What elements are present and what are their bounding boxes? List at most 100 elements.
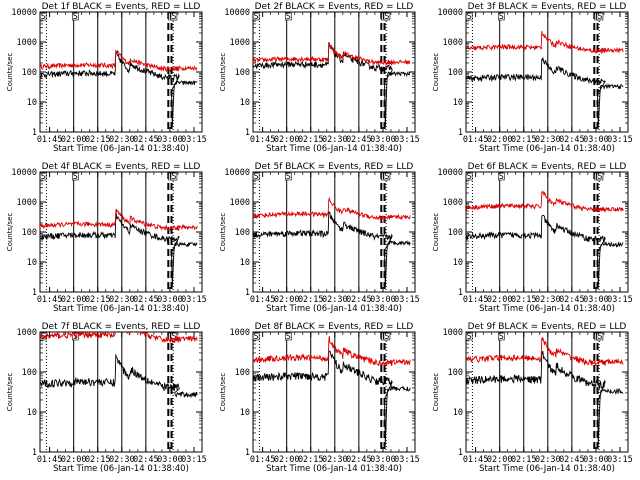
lld-series-line [253, 196, 411, 222]
x-tick-label: 03:15 [394, 135, 420, 145]
x-tick-label: 02:00 [274, 135, 300, 145]
panel-title: Det 8f BLACK = Events, RED = LLD [255, 322, 414, 332]
x-tick-label: 02:30 [322, 295, 348, 305]
segment-box-label: S [254, 332, 259, 342]
events-series-line [40, 50, 198, 127]
y-tick-label: 10 [453, 258, 463, 268]
y-tick-label: 1 [32, 448, 37, 458]
panel-5: Det 5f BLACK = Events, RED = LLD 1 10 100 10… [219, 162, 420, 314]
segment-box [497, 12, 505, 21]
lld-series-line [466, 337, 624, 367]
segment-box-label: S [467, 12, 472, 22]
y-axis-label: Counts/sec [432, 373, 440, 412]
plot-frame [465, 11, 629, 133]
segment-box-label: S [384, 332, 389, 342]
segment-box [383, 172, 391, 181]
x-tick-label: 03:15 [181, 455, 207, 465]
events-series-line [253, 350, 411, 446]
panel-1: Det 1f BLACK = Events, RED = LLD 1 10 100 10… [6, 2, 207, 154]
y-tick-label: 10 [453, 408, 463, 418]
segment-box [497, 172, 505, 181]
x-tick-label: 02:15 [511, 295, 537, 305]
events-series-line [253, 210, 411, 287]
segment-box [497, 332, 505, 341]
y-tick-label: 10000 [11, 168, 37, 178]
panel-2: Det 2f BLACK = Events, RED = LLD 1 10 100 10… [219, 2, 420, 154]
x-tick-label: 02:00 [61, 295, 87, 305]
segment-box-label: S [499, 172, 504, 182]
x-tick-label: 01:45 [463, 135, 489, 145]
x-tick-label: 02:45 [133, 135, 159, 145]
y-tick-label: 1000 [17, 38, 37, 48]
x-tick-label: 01:45 [37, 455, 63, 465]
y-tick-label: 100 [448, 368, 463, 378]
y-tick-label: 100 [448, 68, 463, 78]
segment-box [252, 12, 260, 21]
x-tick-label: 02:00 [61, 455, 87, 465]
x-tick-label: 02:15 [85, 455, 111, 465]
x-tick-label: 01:45 [463, 455, 489, 465]
x-tick-label: 02:15 [298, 295, 324, 305]
y-tick-label: 100 [448, 228, 463, 238]
x-axis-label: Start Time (06-Jan-14 01:38:40) [53, 144, 189, 154]
panel-title: Det 9f BLACK = Events, RED = LLD [468, 322, 627, 332]
events-series-line [466, 56, 624, 127]
segment-box-label: S [286, 172, 291, 182]
segment-box [170, 12, 178, 21]
segment-box [39, 12, 47, 21]
x-tick-label: 03:15 [394, 455, 420, 465]
x-tick-label: 01:45 [250, 295, 276, 305]
segment-box-label: S [73, 172, 78, 182]
segment-box [170, 172, 178, 181]
y-tick-label: 1 [458, 448, 463, 458]
panel-4: Det 4f BLACK = Events, RED = LLD 1 10 100 10… [6, 162, 207, 314]
segment-box-label: S [41, 12, 46, 22]
segment-box-label: S [171, 332, 176, 342]
x-tick-label: 03:00 [157, 455, 183, 465]
x-tick-label: 02:45 [559, 455, 585, 465]
x-tick-label: 02:15 [85, 295, 111, 305]
segment-box-label: S [286, 332, 291, 342]
y-tick-label: 100 [235, 68, 250, 78]
segment-box-label: S [73, 12, 78, 22]
panel-title: Det 5f BLACK = Events, RED = LLD [255, 162, 414, 172]
y-tick-label: 1 [245, 288, 250, 298]
y-tick-label: 1 [458, 288, 463, 298]
segment-box [596, 12, 604, 21]
panel-3: Det 3f BLACK = Events, RED = LLD 1 10 100 10… [432, 2, 633, 154]
x-tick-label: 01:45 [250, 135, 276, 145]
y-axis-label: Counts/sec [219, 373, 227, 412]
plot-frame [252, 171, 416, 293]
segment-box-label: S [384, 12, 389, 22]
y-axis-label: Counts/sec [6, 213, 14, 252]
panel-6: Det 6f BLACK = Events, RED = LLD 1 10 100 10… [432, 162, 633, 314]
x-tick-label: 02:45 [346, 295, 372, 305]
events-series-line [40, 354, 198, 399]
plot-frame [252, 331, 416, 453]
y-tick-label: 10 [240, 408, 250, 418]
plot-frame [465, 331, 629, 453]
y-axis-label: Counts/sec [219, 53, 227, 92]
segment-box [465, 332, 473, 341]
segment-box-label: S [499, 12, 504, 22]
y-tick-label: 1 [245, 128, 250, 138]
segment-box-label: S [254, 172, 259, 182]
x-axis-label: Start Time (06-Jan-14 01:38:40) [479, 144, 615, 154]
panel-title: Det 1f BLACK = Events, RED = LLD [42, 2, 201, 12]
y-tick-label: 100 [235, 228, 250, 238]
x-tick-label: 03:15 [607, 135, 633, 145]
panel-title: Det 7f BLACK = Events, RED = LLD [42, 322, 201, 332]
lld-series-line [253, 43, 411, 67]
x-tick-label: 02:30 [322, 135, 348, 145]
y-tick-label: 100 [22, 68, 37, 78]
x-axis-label: Start Time (06-Jan-14 01:38:40) [266, 464, 402, 474]
x-tick-label: 02:30 [535, 455, 561, 465]
x-tick-label: 03:00 [370, 455, 396, 465]
lld-series-line [466, 190, 624, 213]
x-tick-label: 02:30 [109, 295, 135, 305]
x-axis-label: Start Time (06-Jan-14 01:38:40) [479, 304, 615, 314]
events-series-line [466, 350, 624, 446]
x-tick-label: 02:00 [487, 135, 513, 145]
panel-title: Det 4f BLACK = Events, RED = LLD [42, 162, 201, 172]
